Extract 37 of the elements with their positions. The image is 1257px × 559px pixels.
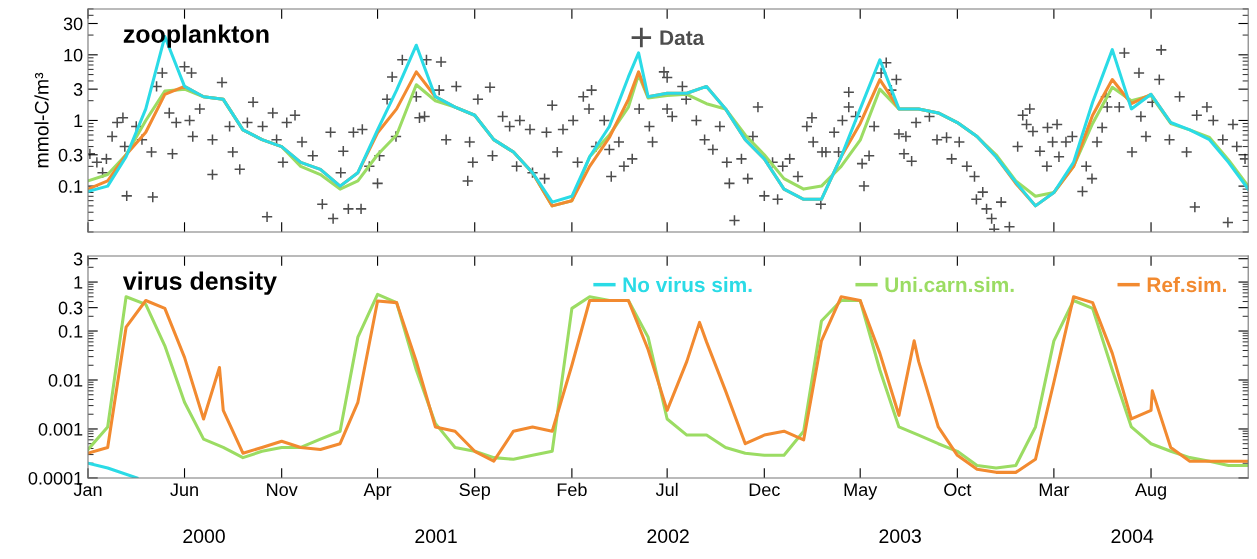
- y-tick-label: 0.3: [58, 301, 83, 315]
- legend-label: Data: [660, 30, 705, 46]
- x-tick-label: Jan: [73, 483, 102, 497]
- x-tick-label: May: [844, 483, 878, 500]
- x-tick-label: Apr: [363, 483, 392, 500]
- legend-label: No virus sim.: [623, 276, 752, 293]
- text: virus density: [122, 271, 277, 295]
- x-tick-label: Sep: [459, 483, 491, 500]
- legend-label: Ref.sim.: [1147, 276, 1226, 293]
- x-tick-label: Mar: [1039, 483, 1070, 497]
- x-tick-label: Nov: [267, 483, 298, 497]
- x-tick-label: Aug: [1135, 483, 1166, 500]
- y-axis-title: mmol-C/m³: [34, 72, 49, 168]
- x-tick-label: Oct: [944, 483, 972, 497]
- y-tick-label: 0.001: [38, 422, 83, 436]
- y-tick-label: 0.3: [58, 148, 83, 162]
- text: 2001: [415, 529, 457, 544]
- text: 2003: [879, 529, 921, 544]
- y-tick-label: 0.0001: [28, 471, 83, 485]
- text: 2004: [1111, 529, 1154, 544]
- y-tick-label: 3: [73, 83, 83, 96]
- y-tick-label: 1: [74, 276, 83, 289]
- x-tick-label: Jun: [170, 483, 198, 497]
- x-tick-label: Dec: [749, 483, 780, 497]
- y-tick-label: 10: [64, 48, 83, 62]
- y-tick-label: 1: [74, 114, 83, 128]
- text: zooplankton: [123, 24, 269, 48]
- x-tick-label: Feb: [557, 482, 587, 497]
- text: 2002: [647, 529, 689, 544]
- x-tick-label: Jul: [655, 482, 678, 497]
- y-tick-label: 0.1: [58, 324, 83, 338]
- y-tick-label: 0.01: [48, 373, 83, 387]
- legend-label: Uni.carn.sim.: [885, 276, 1014, 293]
- y-tick-label: 0.1: [58, 180, 83, 193]
- y-tick-label: 30: [63, 17, 83, 31]
- text: 2000: [183, 529, 225, 544]
- y-tick-label: 3: [73, 252, 83, 266]
